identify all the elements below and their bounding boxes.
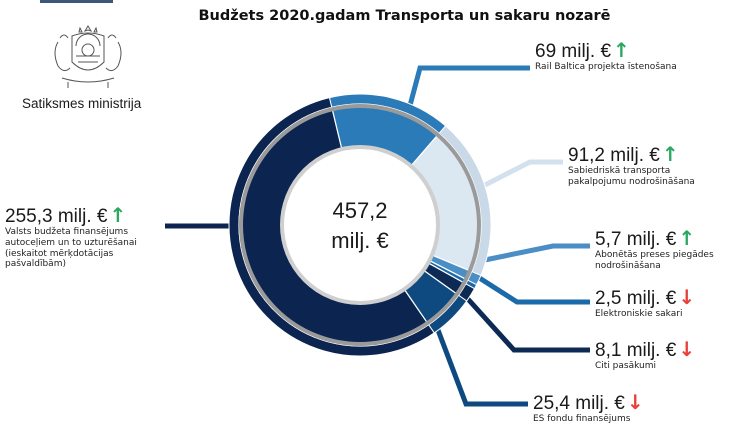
slice-label-rail-baltica: 69 milj. € ↑ Rail Baltica projekta īsteno…	[535, 40, 677, 73]
leader-line	[474, 243, 590, 265]
slice-value: 8,1 milj. €	[595, 340, 677, 361]
arrow-up-icon: ↑	[109, 203, 127, 227]
slice-value: 255,3 milj. €	[5, 206, 108, 227]
slice-desc: Elektroniskie sakari	[595, 309, 683, 319]
total-unit: milj. €	[331, 227, 389, 253]
arrow-down-icon: ↓	[678, 337, 696, 361]
slice-desc: Citi pasākumi	[595, 361, 657, 371]
slice-label-eu-funds: 25,4 milj. € ↓ ES fondu finansējums	[533, 392, 644, 425]
slice-label-other: 8,1 milj. € ↓ Citi pasākumi	[595, 339, 695, 372]
leader-line	[456, 286, 590, 353]
slice-label-electronic-comm: 2,5 milj. € ↓ Elektroniskie sakari	[595, 287, 695, 320]
chart-title: Budžets 2020.gadam Transporta un sakaru …	[198, 8, 611, 24]
slice-desc: ES fondu finansējums	[533, 414, 631, 424]
slice-value: 25,4 milj. €	[533, 393, 625, 414]
slice-label-state-roads: 255,3 milj. € ↑ Valsts budžeta finansējum…	[5, 205, 155, 270]
total-label: 457,2 milj. €	[300, 196, 420, 255]
slice-value: 91,2 milj. €	[568, 145, 660, 166]
slice-desc: Rail Baltica projekta īstenošana	[535, 62, 677, 72]
gray-ring	[239, 104, 481, 346]
arrow-up-icon: ↑	[678, 226, 696, 250]
leader-line	[435, 329, 528, 407]
ministry-name: Satiksmes ministrija	[22, 96, 142, 111]
total-value: 457,2	[332, 198, 388, 223]
arrow-down-icon: ↓	[678, 285, 696, 309]
slice-desc: Abonētās preses piegādes nodrošināšana	[595, 250, 714, 271]
slice-label-press-delivery: 5,7 milj. € ↑ Abonētās preses piegādes no…	[595, 228, 727, 272]
slice-value: 2,5 milj. €	[595, 288, 677, 309]
arrow-down-icon: ↓	[626, 390, 644, 414]
slice-label-public-transport: 91,2 milj. € ↑ Sabiedriskā transporta pak…	[568, 144, 718, 188]
leader-line	[468, 269, 590, 305]
arrow-up-icon: ↑	[613, 38, 630, 62]
coat-of-arms-logo	[54, 25, 122, 88]
arrow-up-icon: ↑	[661, 142, 679, 166]
leader-line	[483, 159, 563, 188]
donut-center	[280, 145, 440, 305]
slice-desc: Sabiedriskā transporta pakalpojumu nodro…	[568, 166, 695, 187]
slice-value: 5,7 milj. €	[595, 229, 677, 250]
top-bar	[40, 0, 113, 3]
slice-value: 69 milj. €	[535, 41, 612, 62]
slice-desc: Valsts budžeta finansējums autoceļiem un…	[5, 227, 137, 270]
